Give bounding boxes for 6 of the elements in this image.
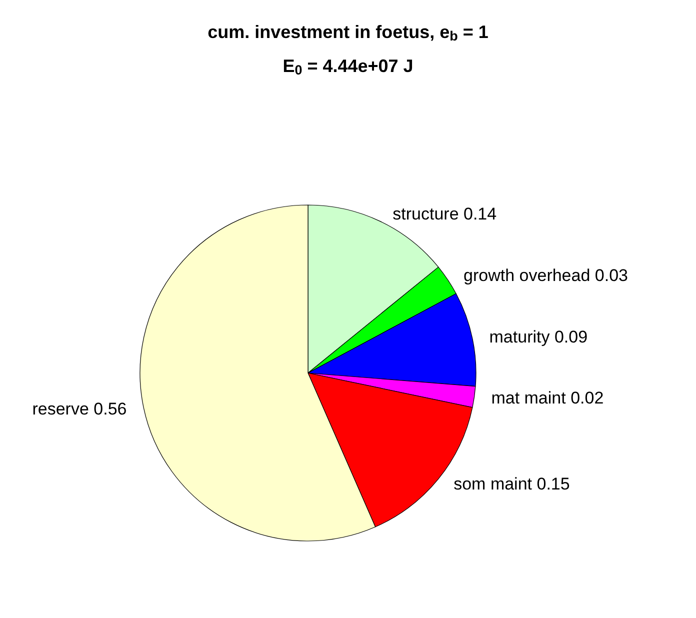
slice-label: reserve 0.56 (32, 400, 127, 419)
slice-label: som maint 0.15 (454, 474, 570, 494)
slice-label: structure 0.14 (392, 204, 497, 224)
slice-label: maturity 0.09 (489, 327, 588, 346)
slice-label: mat maint 0.02 (491, 388, 604, 408)
slice-label: growth overhead 0.03 (464, 266, 628, 286)
